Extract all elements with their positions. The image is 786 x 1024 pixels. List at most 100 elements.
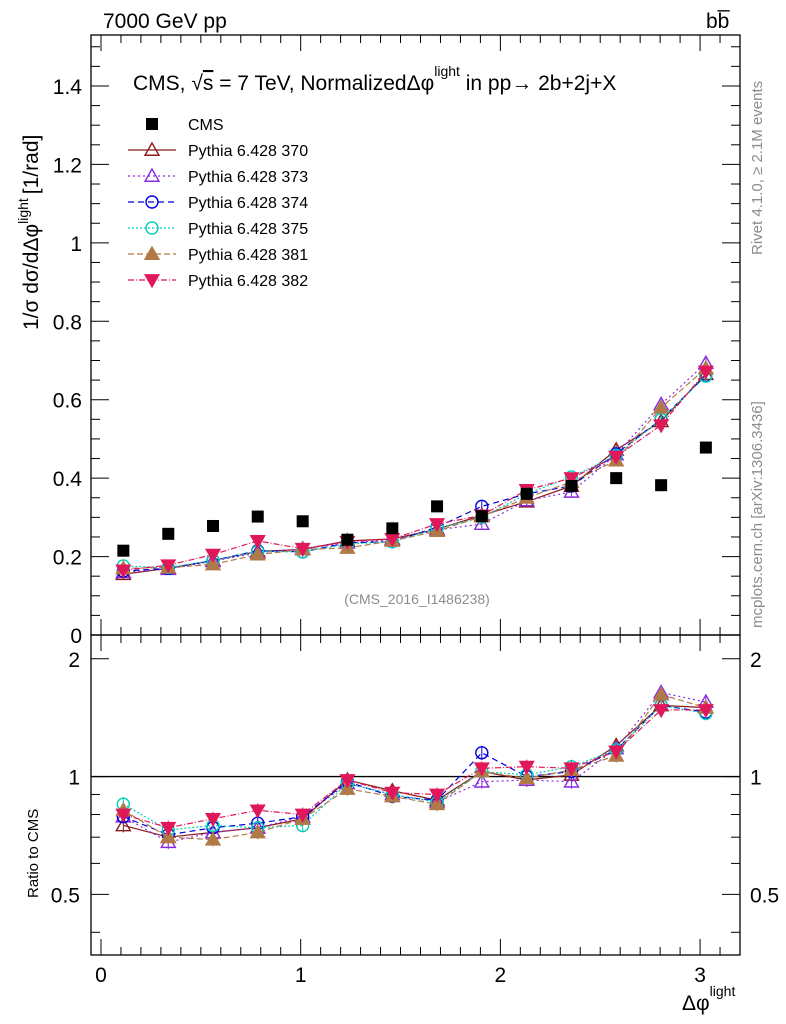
data-point bbox=[475, 510, 488, 523]
ratio-point bbox=[160, 821, 177, 836]
ratio-point bbox=[428, 795, 446, 811]
legend-marker bbox=[145, 221, 159, 235]
legend-entry: Pythia 6.428 373 bbox=[128, 167, 308, 186]
legend-entry: CMS bbox=[146, 117, 224, 134]
chart-title: CMS, √s = 7 TeV, NormalizedΔφlight in pp… bbox=[133, 63, 616, 95]
legend-label: Pythia 6.428 374 bbox=[188, 195, 308, 212]
legend-entry: Pythia 6.428 375 bbox=[128, 221, 308, 238]
rivet-version-label: Rivet 4.1.0, ≥ 2.1M events bbox=[749, 81, 766, 255]
series-point bbox=[653, 419, 670, 434]
ratio-tick-label-right: 2 bbox=[750, 649, 762, 672]
ratio-series-0 bbox=[115, 696, 715, 845]
series-0 bbox=[115, 365, 715, 581]
ratio-series-5 bbox=[115, 702, 714, 836]
axes: 0 1 2 3 0 0.2 0.4 0.6 0.8 1 1.2 1.4 0.5 0.5 1 1 2 2 bbox=[51, 35, 779, 987]
x-axis-label-main: Δφ bbox=[682, 992, 710, 1015]
ratio-tick-label: 1 bbox=[68, 767, 80, 790]
y-tick-label: 0.2 bbox=[53, 547, 82, 570]
y-tick-label: 0 bbox=[70, 625, 82, 648]
ratio-point bbox=[204, 831, 222, 846]
legend-marker bbox=[145, 195, 159, 209]
ratio-series bbox=[115, 684, 715, 850]
header-beam-label: 7000 GeV pp bbox=[103, 10, 227, 33]
series-2 bbox=[116, 368, 713, 578]
legend-entry: Pythia 6.428 374 bbox=[128, 195, 308, 212]
ratio-y-axis-label: Ratio to CMS bbox=[25, 809, 42, 898]
svg-text:1/σ dσ/dΔφlight[1/rad]: 1/σ dσ/dΔφlight [1/rad] bbox=[15, 135, 43, 330]
series-point bbox=[608, 450, 625, 465]
series-point bbox=[563, 472, 580, 487]
legend-entry: Pythia 6.428 382 bbox=[128, 273, 308, 290]
y-axis-label-unit: [1/rad] bbox=[20, 135, 43, 195]
series-point bbox=[249, 546, 266, 561]
series-point bbox=[249, 535, 266, 550]
series-point bbox=[652, 399, 670, 414]
legend-marker bbox=[143, 141, 161, 156]
data-point bbox=[431, 500, 444, 513]
ratio-panel-frame bbox=[90, 634, 741, 956]
main-series bbox=[115, 354, 715, 581]
y-tick-label: 0.8 bbox=[53, 311, 82, 334]
series-point bbox=[160, 559, 177, 574]
ratio-point bbox=[475, 746, 489, 760]
data-point bbox=[386, 522, 399, 535]
legend-label: Pythia 6.428 375 bbox=[188, 221, 308, 238]
ratio-point bbox=[339, 774, 356, 789]
x-tick-label: 1 bbox=[295, 964, 307, 987]
legend-label: Pythia 6.428 382 bbox=[188, 273, 308, 290]
legend-marker bbox=[143, 274, 161, 289]
series-point bbox=[697, 365, 714, 380]
ratio-line bbox=[123, 709, 706, 829]
series-point bbox=[294, 542, 311, 557]
y-axis-label: 1/σ dσ/dΔφlight [1/rad] bbox=[15, 135, 43, 330]
data-point bbox=[162, 527, 175, 540]
ratio-point bbox=[563, 773, 580, 788]
legend-entry: Pythia 6.428 381 bbox=[128, 245, 308, 264]
ratio-point bbox=[652, 686, 670, 701]
ratio-series-3 bbox=[116, 698, 713, 838]
svg-text:Δφlight: Δφlight bbox=[682, 983, 735, 1015]
data-point bbox=[251, 510, 264, 523]
data-point bbox=[117, 544, 130, 557]
ratio-point bbox=[294, 808, 311, 823]
data-point bbox=[565, 479, 578, 492]
ratio-point bbox=[115, 817, 132, 832]
x-axis-label-sup: light bbox=[710, 983, 736, 999]
header-process-label: bb̅ bbox=[706, 10, 731, 33]
legend: CMS Pythia 6.428 370 Pythia 6.428 373 Pythi… bbox=[128, 117, 308, 290]
ratio-point bbox=[160, 828, 177, 844]
y-tick-label: 0.6 bbox=[53, 390, 82, 413]
ratio-line bbox=[123, 704, 706, 831]
ratio-point bbox=[249, 804, 266, 819]
ratio-series-4 bbox=[115, 686, 715, 847]
x-tick-label: 2 bbox=[495, 964, 507, 987]
ratio-point bbox=[563, 762, 580, 777]
y-tick-label: 1 bbox=[70, 233, 82, 256]
legend-label: CMS bbox=[188, 117, 224, 134]
series-line bbox=[123, 362, 707, 573]
ratio-point bbox=[115, 808, 132, 823]
ratio-point bbox=[608, 745, 625, 760]
x-axis-label: Δφlight bbox=[682, 983, 735, 1015]
ratio-point bbox=[518, 769, 535, 785]
ratio-series-1 bbox=[115, 684, 715, 850]
series-line bbox=[123, 371, 707, 571]
ratio-point bbox=[518, 760, 535, 775]
data-point bbox=[341, 533, 354, 546]
series-1 bbox=[115, 354, 715, 579]
y-tick-label: 0.4 bbox=[53, 468, 83, 491]
series-line bbox=[123, 367, 707, 569]
legend-label: Pythia 6.428 373 bbox=[188, 169, 308, 186]
series-point bbox=[429, 518, 446, 533]
legend-label: Pythia 6.428 381 bbox=[188, 247, 308, 264]
ratio-point bbox=[384, 786, 401, 801]
mcplots-label: mcplots.cern.ch [arXiv:1306.3436] bbox=[749, 401, 766, 628]
series-point bbox=[115, 564, 132, 579]
data-point bbox=[699, 441, 712, 454]
y-axis-label-sup: light bbox=[15, 198, 31, 224]
ratio-point bbox=[473, 773, 491, 788]
y-tick-label: 1.4 bbox=[53, 76, 83, 99]
series-4 bbox=[115, 359, 715, 575]
data-series bbox=[117, 441, 712, 557]
